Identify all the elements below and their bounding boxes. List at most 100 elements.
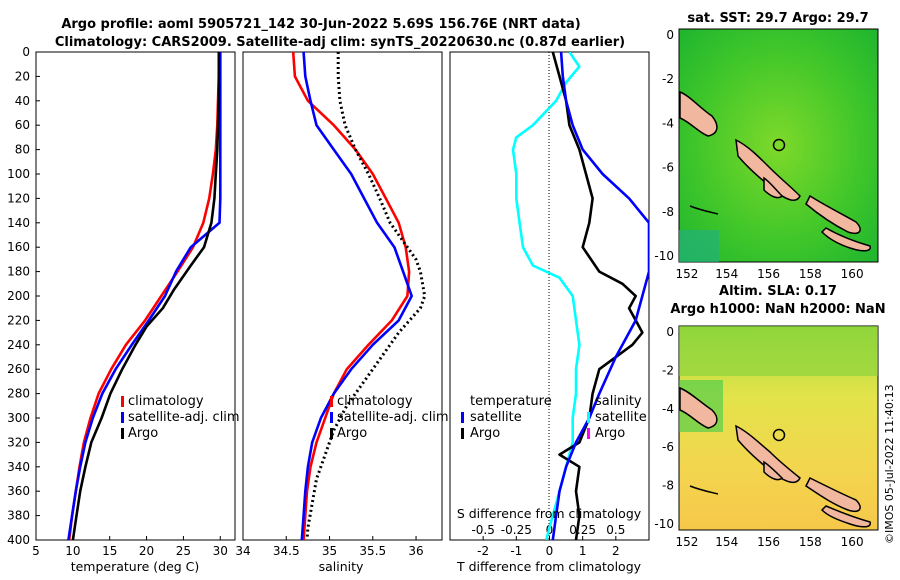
x-tick-label: 30 [213, 544, 228, 558]
legend-t-argo-swatch [461, 428, 464, 439]
map-x-tick-label: 160 [841, 535, 864, 549]
depth-tick-label: 260 [7, 362, 30, 376]
legend-clim-swatch [330, 396, 333, 407]
sst-field-cool-patch [679, 230, 719, 262]
difference-panel: -2 -1 0 1 2-0.5 -0.25 0 0.25 0.5 T difference fr… [449, 51, 650, 574]
map-y-tick-label: -2 [662, 72, 674, 86]
coast-fragment [689, 485, 719, 495]
depth-tick-label: 320 [7, 435, 30, 449]
sla-map-title1: Altim. SLA: 0.17 [719, 284, 837, 299]
argo-location-marker [772, 428, 786, 442]
depth-tick-label: 180 [7, 265, 30, 279]
s-tick-label: -0.25 [501, 523, 532, 537]
legend-clim-label: climatology [337, 394, 413, 409]
depth-tick-label: 400 [7, 533, 30, 547]
series-line-satellite-adj-clim [67, 52, 222, 540]
map-x-tick-label: 152 [676, 267, 699, 281]
x-tick-label: 5 [32, 544, 40, 558]
salinity-ticks: 34 34.5 35 35.5 36 [235, 536, 424, 558]
map-y-tick-label: -10 [654, 249, 674, 263]
land-bougainville [735, 138, 801, 201]
map-y-tick-label: -8 [662, 479, 674, 493]
depth-tick-label: 140 [7, 216, 30, 230]
map-y-tick-label: 0 [666, 325, 674, 339]
depth-tick-label: 300 [7, 411, 30, 425]
map-y-tick-label: -6 [662, 161, 674, 175]
temperature-xlabel: temperature (deg C) [71, 559, 200, 574]
temperature-panel: 0 20 40 60 80 100 120 140 160 180 200 220 240 260 280 3… [7, 45, 454, 574]
x-tick-label: 10 [65, 544, 80, 558]
legend-clim-label: climatology [128, 394, 204, 409]
depth-tick-label: 40 [15, 94, 30, 108]
t-diff-xlabel: T difference from climatology [456, 559, 642, 574]
salinity-panel: 34 34.5 35 35.5 36 salinity climatology sate… [235, 51, 449, 574]
legend-argo-swatch [330, 428, 333, 439]
sla-field-green-band [679, 326, 878, 376]
legend-temperature-head: temperature [470, 394, 552, 409]
legend-argo-label: Argo [337, 426, 367, 441]
map-y-tick-label: -4 [662, 116, 674, 130]
temperature-axes-box [35, 51, 236, 541]
sst-coastlines [679, 90, 871, 252]
difference-lines [511, 52, 649, 540]
s-diff-xlabel: S difference from climatology [457, 506, 642, 521]
series-line-climatology [291, 52, 411, 540]
map-y-tick-label: -6 [662, 440, 674, 454]
sla-map-title2: Argo h1000: NaN h2000: NaN [670, 302, 885, 317]
x-tick-label: 15 [102, 544, 117, 558]
map-y-tick-label: -8 [662, 205, 674, 219]
argo-location-marker [772, 138, 786, 152]
map-y-tick-label: -4 [662, 402, 674, 416]
land-santa-isabel [805, 476, 861, 512]
sla-map: Altim. SLA: 0.17 Argo h1000: NaN h2000: … [654, 284, 885, 549]
map-y-tick-label: -2 [662, 363, 674, 377]
depth-tick-label: 60 [15, 118, 30, 132]
temperature-legend: climatology satellite-adj. clim Argo [121, 394, 240, 441]
sst-map-ticks: 152 154 156 158 160 0 -2 -4 -6 -8 -10 [654, 28, 863, 281]
legend-sat-label: satellite-adj. clim [337, 410, 449, 425]
salinity-lines [291, 52, 427, 540]
legend-s-argo-swatch [587, 428, 590, 439]
legend-s-sat-swatch [587, 412, 590, 423]
map-x-tick-label: 156 [757, 535, 780, 549]
land-choiseul [763, 176, 784, 199]
depth-tick-label: 380 [7, 509, 30, 523]
depth-tick-label: 280 [7, 387, 30, 401]
legend-t-sat-label: satellite [470, 410, 522, 425]
series-line-temperature-argo [551, 52, 644, 540]
x-tick-label: 1 [579, 544, 587, 558]
land-santa-isabel [805, 194, 861, 234]
x-tick-label: 35 [322, 544, 337, 558]
depth-axis: 0 20 40 60 80 100 120 140 160 180 200 220 240 260 280 3… [7, 45, 454, 547]
land-new-guinea [679, 90, 718, 137]
x-tick-label: 36 [408, 544, 423, 558]
figure-title-line2: Climatology: CARS2009. Satellite-adj cli… [55, 35, 625, 50]
series-line-argo [71, 52, 221, 540]
depth-tick-label: 240 [7, 338, 30, 352]
legend-sat-swatch [121, 412, 124, 423]
series-line-satellite-adj-clim [300, 52, 414, 540]
temperature-lines [67, 52, 222, 540]
depth-tick-label: 360 [7, 484, 30, 498]
s-tick-label: 0.5 [606, 523, 625, 537]
depth-tick-label: 120 [7, 191, 30, 205]
depth-tick-label: 200 [7, 289, 30, 303]
legend-clim-swatch [121, 396, 124, 407]
legend-s-sat-label: satellite [595, 410, 647, 425]
depth-tick-label: 160 [7, 240, 30, 254]
depth-tick-label: 0 [22, 45, 30, 59]
map-x-tick-label: 158 [799, 267, 822, 281]
temperature-x-axis: 5 10 15 20 25 30 [32, 536, 228, 558]
difference-legend: temperature satellite Argo salinity sate… [461, 394, 647, 441]
map-x-tick-label: 158 [799, 535, 822, 549]
legend-sat-label: satellite-adj. clim [128, 410, 240, 425]
map-x-tick-label: 154 [715, 535, 738, 549]
depth-tick-label: 220 [7, 313, 30, 327]
map-x-tick-label: 154 [715, 267, 738, 281]
sst-map-title: sat. SST: 29.7 Argo: 29.7 [687, 11, 868, 26]
land-guadalcanal [820, 227, 871, 252]
sla-map-ticks: 152 154 156 158 160 0 -2 -4 -6 -8 -10 [654, 325, 863, 549]
x-tick-label: 20 [139, 544, 154, 558]
x-tick-label: 35.5 [359, 544, 386, 558]
